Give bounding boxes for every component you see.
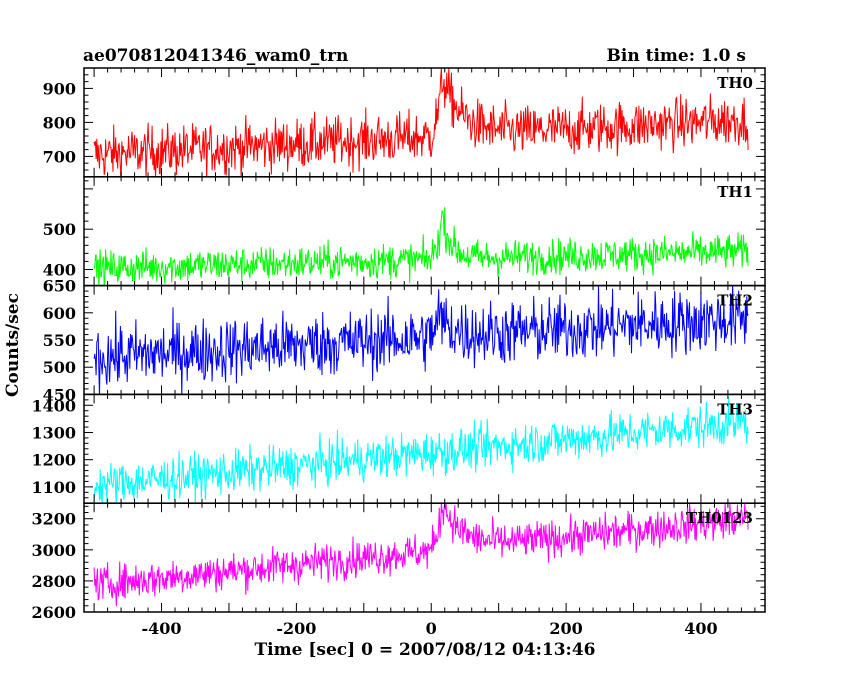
series-th0123 <box>93 503 749 607</box>
panel-th3: 1100 1200 1300 1400 TH3 <box>31 393 766 504</box>
y-tick-label: 800 <box>43 113 76 132</box>
bin-time-label: Bin time: 1.0 s <box>607 46 746 66</box>
panel-frame <box>83 67 766 178</box>
y-tick-label: 550 <box>43 331 76 350</box>
series-th2 <box>93 285 749 395</box>
y-tick-label: 2800 <box>31 572 76 591</box>
y-tick-label: 900 <box>43 79 76 98</box>
series-th3 <box>93 397 749 504</box>
y-axis-label: Counts/sec <box>3 293 23 397</box>
y-tick-label: 1200 <box>31 451 76 470</box>
x-tick-label: 400 <box>684 619 717 638</box>
y-tick-label: 3200 <box>31 510 76 529</box>
panels-group: 700 800 900 TH0 400 500 TH1 450 500 550 600 650 TH2 1… <box>31 67 766 622</box>
panel-frame <box>83 502 766 613</box>
y-tick-label: 500 <box>43 220 76 239</box>
panel-frame <box>83 176 766 287</box>
panel-label: TH0 <box>717 74 753 92</box>
panel-label: TH1 <box>717 183 753 201</box>
series-th0 <box>93 68 749 177</box>
y-tick-label: 3000 <box>31 541 76 560</box>
y-tick-label: 450 <box>43 385 76 404</box>
x-tick-label: -400 <box>142 619 182 638</box>
x-tick-label: 0 <box>426 619 437 638</box>
series-th1 <box>93 207 749 286</box>
y-tick-label: 600 <box>43 304 76 323</box>
y-tick-label: 1300 <box>31 423 76 442</box>
y-tick-label: 1400 <box>31 396 76 415</box>
panel-th1: 400 500 TH1 <box>43 176 766 287</box>
panel-label: TH0123 <box>686 509 753 527</box>
x-axis-label: Time [sec] 0 = 2007/08/12 04:13:46 <box>255 640 596 660</box>
y-tick-label: 2600 <box>31 603 76 622</box>
y-tick-label: 400 <box>43 260 76 279</box>
y-tick-label: 700 <box>43 147 76 166</box>
plot-title: ae070812041346_wam0_trn <box>83 46 348 66</box>
y-tick-label: 500 <box>43 358 76 377</box>
panel-label: TH2 <box>717 292 753 310</box>
panel-th0: 700 800 900 TH0 <box>43 67 766 178</box>
panel-label: TH3 <box>717 400 753 418</box>
panel-th0123: 2600 2800 3000 3200 TH0123 <box>31 502 766 622</box>
y-tick-label: 650 <box>43 277 76 296</box>
y-tick-label: 1100 <box>31 478 76 497</box>
x-tick-label: 200 <box>549 619 582 638</box>
x-axis: -400 -200 0 200 400 <box>142 619 718 638</box>
panel-th2: 450 500 550 600 650 TH2 <box>43 277 766 404</box>
x-tick-label: -200 <box>276 619 316 638</box>
